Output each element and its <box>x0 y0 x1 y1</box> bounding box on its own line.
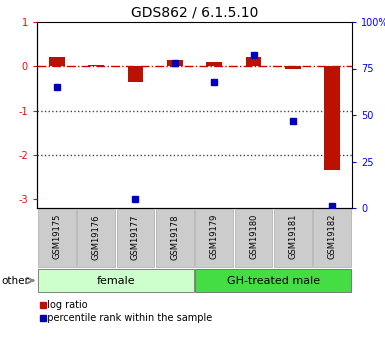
Text: log ratio: log ratio <box>41 300 87 310</box>
Bar <box>285 66 301 69</box>
Bar <box>313 209 351 267</box>
Bar <box>77 209 115 267</box>
Text: other: other <box>2 276 29 286</box>
Bar <box>274 209 312 267</box>
Text: GSM19179: GSM19179 <box>210 214 219 259</box>
Text: GSM19175: GSM19175 <box>52 214 61 259</box>
Text: GSM19176: GSM19176 <box>92 214 100 259</box>
Bar <box>156 209 194 267</box>
Bar <box>195 209 233 267</box>
Bar <box>127 66 143 82</box>
Text: GSM19177: GSM19177 <box>131 214 140 259</box>
Text: GSM19181: GSM19181 <box>288 214 298 259</box>
Bar <box>206 62 222 66</box>
Bar <box>195 269 351 292</box>
Bar <box>167 60 183 66</box>
Text: GSM19182: GSM19182 <box>328 214 337 259</box>
Bar <box>117 209 154 267</box>
Bar <box>325 66 340 170</box>
Text: GDS862 / 6.1.5.10: GDS862 / 6.1.5.10 <box>131 5 258 19</box>
Bar <box>246 57 261 66</box>
Bar <box>38 269 194 292</box>
Text: GH-treated male: GH-treated male <box>227 276 320 286</box>
Text: GSM19180: GSM19180 <box>249 214 258 259</box>
Text: female: female <box>96 276 135 286</box>
Bar <box>235 209 273 267</box>
Text: GSM19178: GSM19178 <box>170 214 179 259</box>
Bar <box>49 57 65 66</box>
Text: percentile rank within the sample: percentile rank within the sample <box>41 313 212 323</box>
Bar <box>38 209 75 267</box>
